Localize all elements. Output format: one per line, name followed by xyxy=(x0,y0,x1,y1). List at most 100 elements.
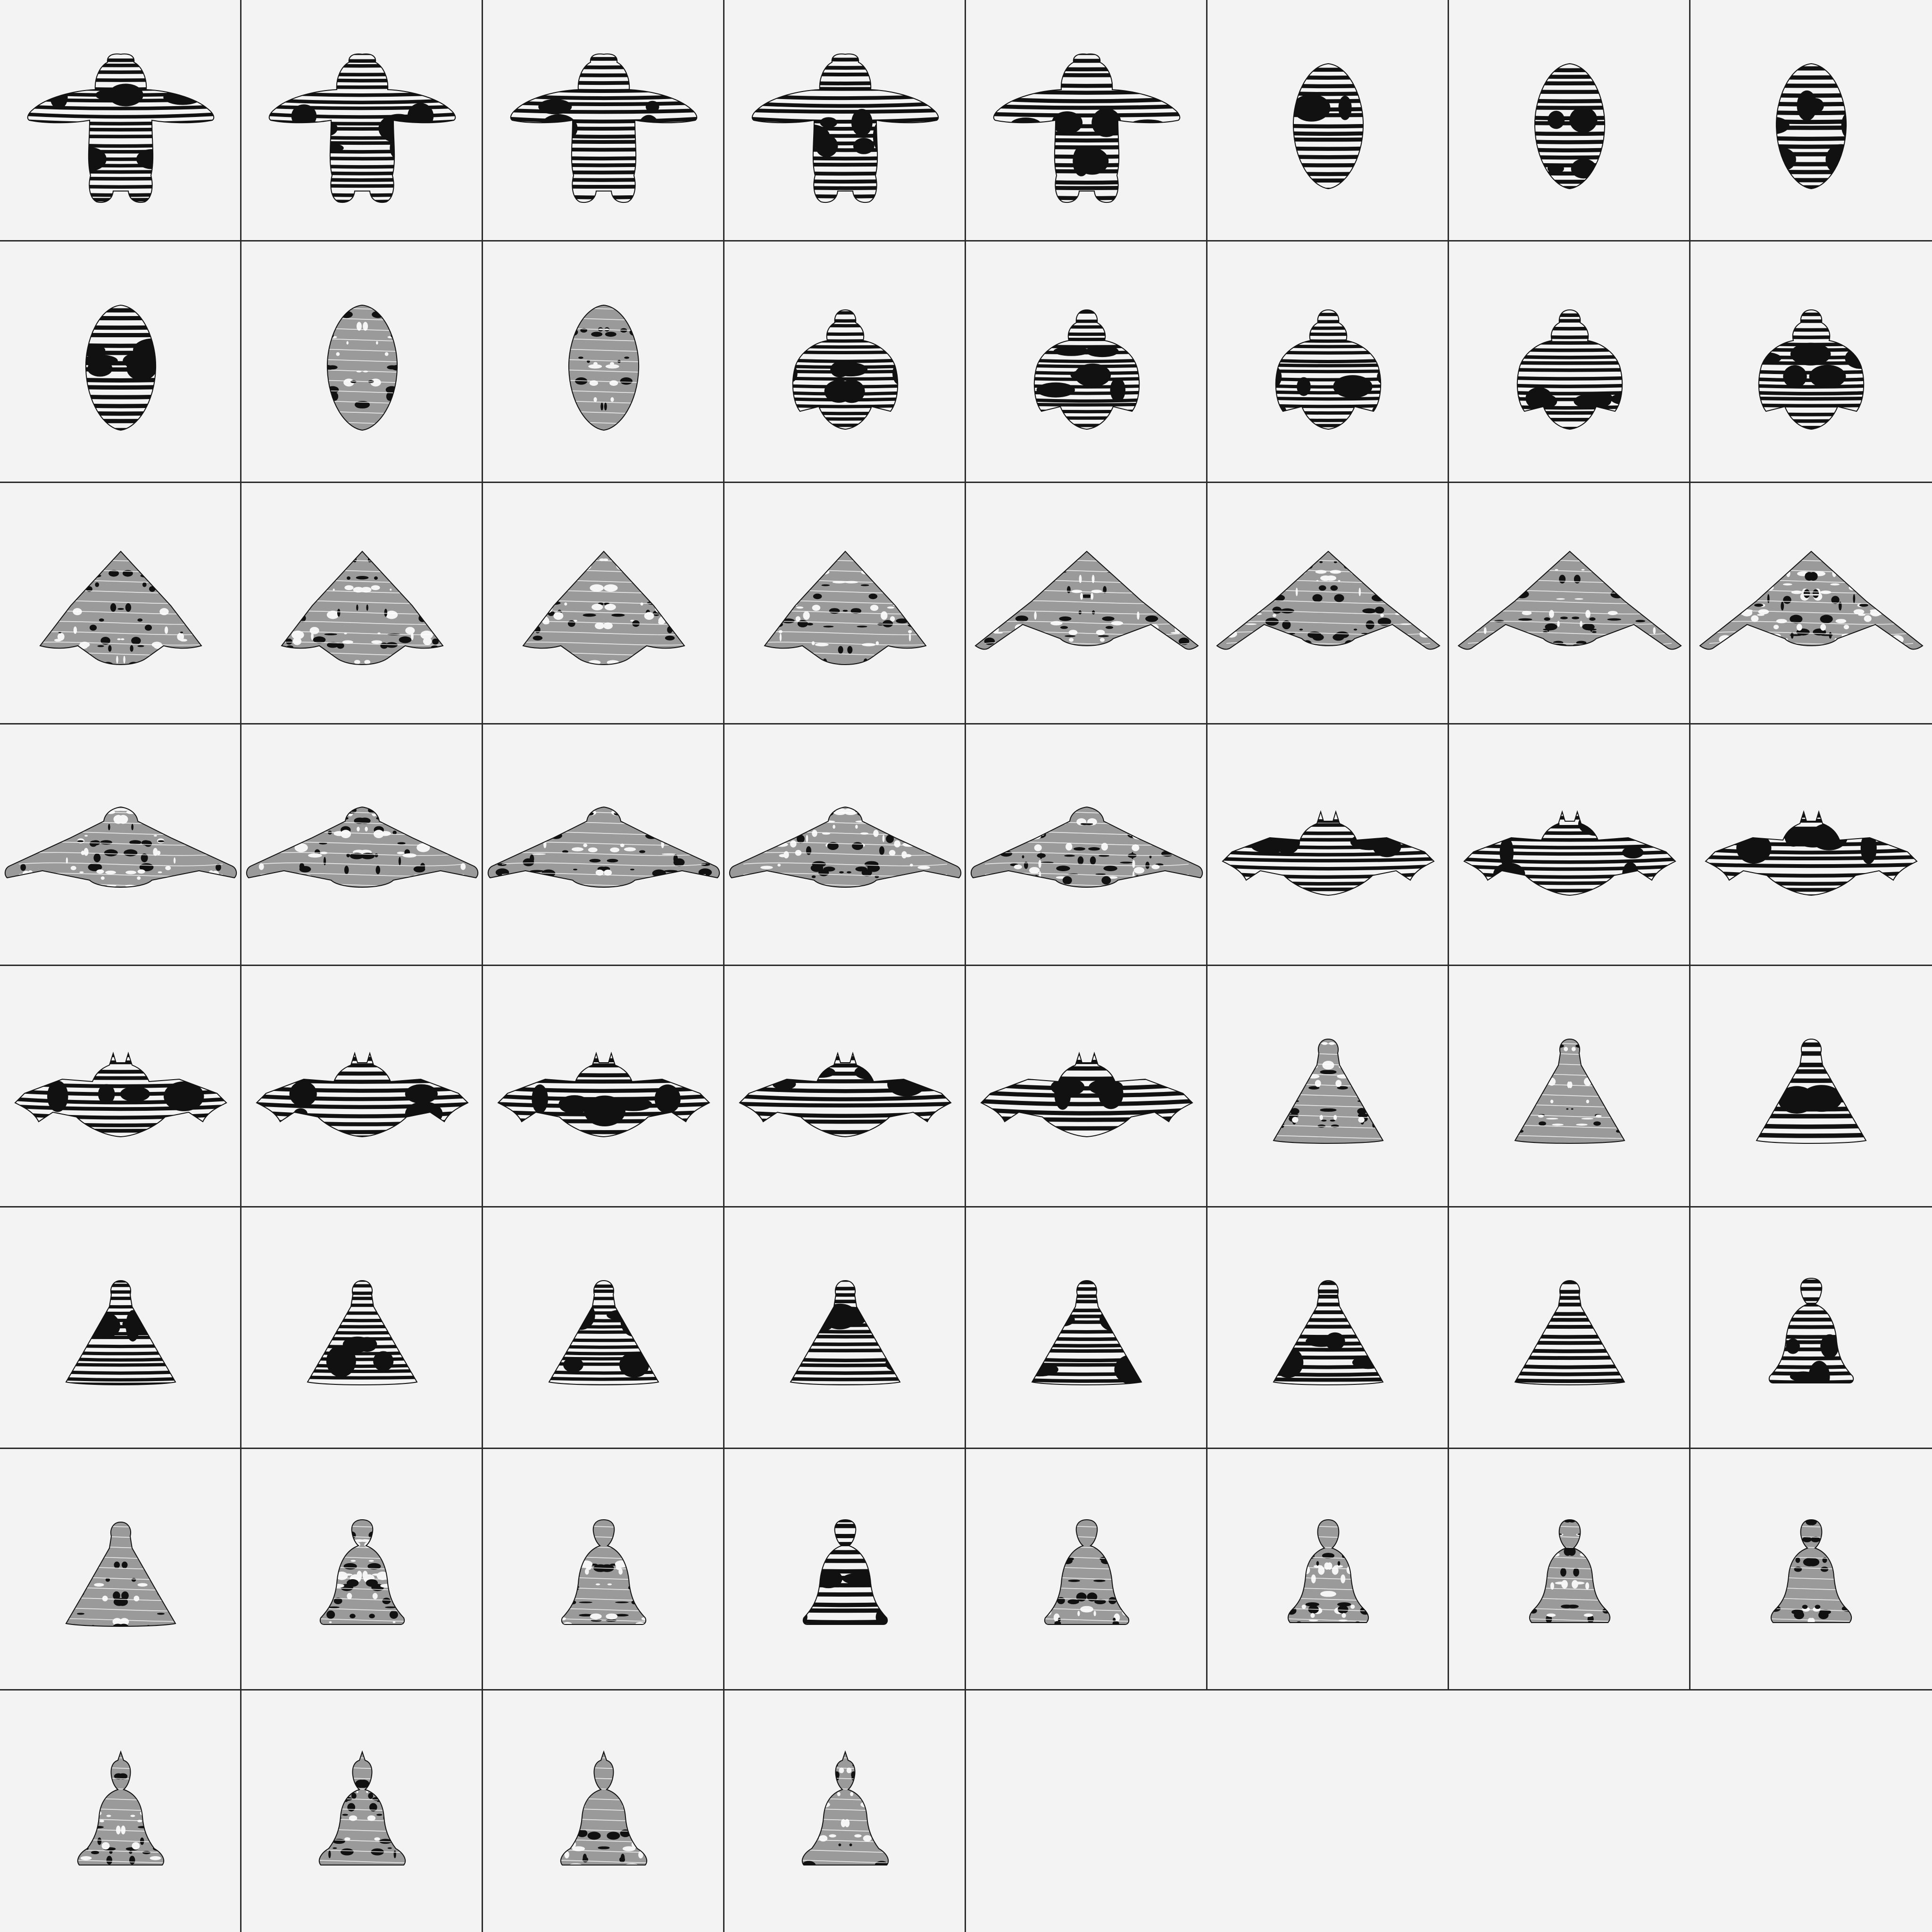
frame-cell xyxy=(242,1449,483,1690)
surface-pattern xyxy=(1757,1040,1866,1143)
frame-cell xyxy=(0,1449,242,1690)
silhouette-base xyxy=(257,1053,468,1137)
frame-silhouette xyxy=(974,550,1199,650)
silhouette-base xyxy=(319,1752,406,1865)
frame-cell xyxy=(0,966,242,1208)
frame-silhouette xyxy=(751,53,939,203)
silhouette-outline xyxy=(85,304,157,431)
frame-cell xyxy=(483,483,724,724)
frame-cell xyxy=(1690,483,1932,724)
frame-silhouette xyxy=(39,550,202,665)
frame-silhouette xyxy=(1222,810,1435,896)
silhouette-outline xyxy=(281,550,444,665)
frame-cell xyxy=(966,1449,1208,1690)
frame-silhouette xyxy=(318,1750,406,1865)
frame-cell xyxy=(483,724,724,966)
silhouette-outline xyxy=(1758,309,1865,430)
frame-silhouette xyxy=(1292,63,1364,190)
frame-silhouette xyxy=(1287,1519,1369,1623)
silhouette-outline xyxy=(1222,810,1435,896)
frame-silhouette xyxy=(790,1280,901,1385)
frame-silhouette xyxy=(65,1521,176,1627)
silhouette-outline xyxy=(1457,550,1682,650)
frame-silhouette xyxy=(548,1280,659,1385)
silhouette-outline xyxy=(1768,1277,1854,1383)
silhouette-outline xyxy=(14,1051,227,1138)
frame-silhouette xyxy=(1033,309,1140,430)
silhouette-base xyxy=(1771,1520,1852,1623)
frame-silhouette xyxy=(307,1280,418,1385)
frame-cell xyxy=(1208,483,1449,724)
silhouette-outline xyxy=(1463,810,1676,896)
frame-cell xyxy=(242,966,483,1208)
silhouette-base xyxy=(77,1752,164,1865)
frame-cell xyxy=(0,0,242,242)
frame-cell xyxy=(0,724,242,966)
frame-silhouette xyxy=(1756,1038,1867,1144)
frame-cell xyxy=(242,1690,483,1932)
frame-cell xyxy=(1208,1208,1449,1449)
frame-silhouette xyxy=(77,1750,165,1865)
surface-pattern xyxy=(327,305,398,430)
silhouette-base xyxy=(1458,551,1681,650)
frame-silhouette xyxy=(729,806,962,888)
frame-cell xyxy=(1449,242,1690,483)
silhouette-base xyxy=(975,551,1198,650)
frame-cell xyxy=(1208,242,1449,483)
silhouette-outline xyxy=(1516,309,1623,430)
frame-cell xyxy=(724,1208,966,1449)
surface-pattern xyxy=(308,1281,417,1385)
silhouette-outline xyxy=(1033,309,1140,430)
frame-silhouette xyxy=(1275,309,1382,430)
empty-cell xyxy=(1690,1690,1932,1932)
silhouette-base xyxy=(488,807,720,887)
surface-pattern xyxy=(1534,64,1605,189)
surface-pattern xyxy=(1274,1281,1383,1385)
frame-cell xyxy=(0,242,242,483)
surface-pattern xyxy=(1517,310,1623,429)
silhouette-outline xyxy=(522,550,685,665)
frame-cell xyxy=(242,242,483,483)
frame-cell xyxy=(0,1690,242,1932)
frame-cell xyxy=(1449,483,1690,724)
empty-cell xyxy=(1208,1690,1449,1932)
silhouette-outline xyxy=(751,53,939,203)
frame-silhouette xyxy=(14,1051,227,1138)
silhouette-outline xyxy=(4,806,237,888)
frame-cell xyxy=(1449,724,1690,966)
silhouette-outline xyxy=(307,1280,418,1385)
frame-silhouette xyxy=(1273,1038,1384,1144)
frame-cell xyxy=(724,0,966,242)
silhouette-base xyxy=(40,551,201,665)
silhouette-base xyxy=(568,305,639,430)
silhouette-outline xyxy=(497,1051,710,1138)
silhouette-outline xyxy=(970,806,1203,888)
surface-pattern xyxy=(1293,64,1364,189)
frame-silhouette xyxy=(764,550,927,665)
frame-cell xyxy=(1690,966,1932,1208)
silhouette-outline xyxy=(1514,1038,1625,1144)
silhouette-outline xyxy=(77,1750,165,1865)
frame-cell xyxy=(242,1208,483,1449)
frame-silhouette xyxy=(1514,1038,1625,1144)
silhouette-outline xyxy=(802,1519,888,1625)
frame-cell xyxy=(483,1690,724,1932)
silhouette-outline xyxy=(1275,309,1382,430)
frame-cell xyxy=(1690,0,1932,242)
empty-cell xyxy=(1449,1690,1690,1932)
frame-silhouette xyxy=(1529,1519,1611,1623)
frame-silhouette xyxy=(993,53,1181,203)
surface-pattern xyxy=(1515,1281,1624,1385)
frame-silhouette xyxy=(1514,1280,1625,1385)
silhouette-outline xyxy=(1534,63,1606,190)
frame-silhouette xyxy=(256,1051,469,1138)
frame-cell xyxy=(1208,724,1449,966)
silhouette-outline xyxy=(27,53,215,203)
frame-cell xyxy=(483,1449,724,1690)
silhouette-outline xyxy=(568,304,640,431)
frame-silhouette xyxy=(1699,550,1924,650)
frame-silhouette xyxy=(561,1519,647,1625)
frame-cell xyxy=(1208,0,1449,242)
frame-cell xyxy=(1208,966,1449,1208)
